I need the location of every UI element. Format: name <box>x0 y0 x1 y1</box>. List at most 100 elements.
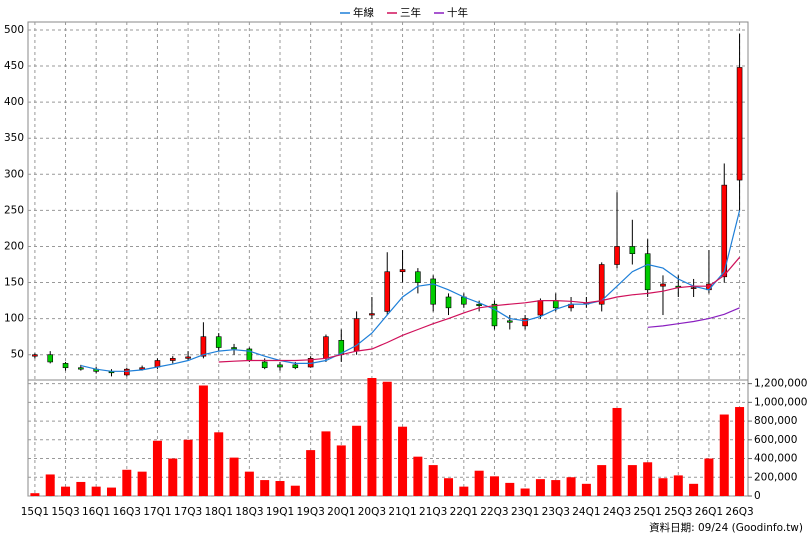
volume-bar <box>398 426 408 496</box>
candle-body <box>261 361 268 369</box>
x-tick-label: 20Q1 <box>327 506 355 518</box>
volume-bar <box>643 462 653 496</box>
y2-tick-label: 200,000 <box>754 471 797 483</box>
volume-bar <box>290 485 300 496</box>
x-tick-label: 24Q1 <box>572 506 600 518</box>
volume-bar <box>459 486 469 496</box>
volume-bar <box>260 480 270 496</box>
y-tick-label: 150 <box>4 277 24 289</box>
volume-bar <box>30 493 40 496</box>
volume-bar <box>689 483 699 496</box>
volume-bar <box>152 440 162 496</box>
candle-body <box>736 67 743 181</box>
volume-bar <box>612 407 622 496</box>
x-tick-label: 22Q1 <box>450 506 478 518</box>
candle-body <box>644 253 651 291</box>
volume-bar <box>735 407 745 496</box>
volume-bar <box>704 458 714 496</box>
ma-line <box>80 210 741 372</box>
candle-body <box>415 271 421 283</box>
x-tick-label: 24Q3 <box>603 506 631 518</box>
volume-bar <box>61 486 71 496</box>
candle-body <box>292 364 299 369</box>
volume-bar <box>673 475 683 496</box>
x-tick-label: 16Q1 <box>82 506 110 518</box>
y-tick-label: 100 <box>4 313 24 325</box>
candle-body <box>430 278 436 305</box>
x-tick-label: 20Q3 <box>358 506 386 518</box>
candle-body <box>277 364 283 368</box>
volume-bar <box>551 480 561 496</box>
volume-bar <box>122 469 132 496</box>
volume-bar <box>520 488 530 496</box>
legend-label: 十年 <box>447 6 468 19</box>
y2-tick-label: 600,000 <box>754 434 797 446</box>
y-tick-label: 350 <box>4 132 24 144</box>
y-tick-label: 250 <box>4 204 24 216</box>
volume-bar <box>352 425 362 496</box>
volume-bar <box>336 445 346 496</box>
volume-bar <box>535 479 545 496</box>
candle-body <box>32 354 38 357</box>
candle-body <box>369 313 375 316</box>
candle-body <box>185 356 191 359</box>
candle-body <box>78 367 84 370</box>
x-tick-label: 17Q3 <box>174 506 202 518</box>
x-tick-label: 22Q3 <box>480 506 508 518</box>
volume-bar <box>106 487 116 496</box>
ma-line <box>218 256 741 363</box>
legend-label: 年線 <box>353 6 374 19</box>
volume-bar <box>444 478 454 496</box>
volume-bar <box>489 476 499 496</box>
x-tick-label: 16Q3 <box>113 506 141 518</box>
candle-body <box>721 184 728 278</box>
candle-body <box>231 347 237 350</box>
volume-bar <box>45 474 55 496</box>
candle-body <box>476 303 482 306</box>
x-tick-label: 19Q1 <box>266 506 294 518</box>
x-tick-label: 21Q1 <box>388 506 416 518</box>
candle-body <box>200 336 207 357</box>
candle-body <box>537 300 544 316</box>
volume-bar <box>275 481 285 496</box>
candle-body <box>154 360 161 368</box>
volume-bar <box>428 465 438 496</box>
x-tick-label: 19Q3 <box>296 506 324 518</box>
x-tick-label: 18Q3 <box>235 506 263 518</box>
volume-bar <box>91 486 101 496</box>
x-tick-label: 15Q3 <box>51 506 79 518</box>
volume-bar <box>719 414 729 496</box>
volume-bar <box>367 378 377 496</box>
volume-bar <box>229 457 239 496</box>
x-tick-label: 21Q3 <box>419 506 447 518</box>
volume-bar <box>183 439 193 496</box>
candle-body <box>169 358 176 361</box>
volume-bar <box>306 450 316 496</box>
candle-body <box>139 367 145 370</box>
volume-bar <box>597 465 607 496</box>
volume-bar <box>137 471 147 496</box>
candle-body <box>215 336 222 348</box>
ma-line <box>647 307 740 328</box>
candle-body <box>522 318 528 327</box>
x-tick-label: 23Q1 <box>511 506 539 518</box>
y2-tick-label: 0 <box>754 490 761 502</box>
x-tick-label: 17Q1 <box>143 506 171 518</box>
y-tick-label: 450 <box>4 60 24 72</box>
volume-bar <box>658 478 668 496</box>
candle-body <box>47 354 54 363</box>
y-tick-label: 400 <box>4 96 24 108</box>
source-note: 資料日期: 09/24 (Goodinfo.tw) <box>649 521 803 534</box>
y2-tick-label: 1,200,000 <box>754 378 807 390</box>
candle-body <box>445 296 452 309</box>
candle-body <box>384 271 391 312</box>
volume-bar <box>505 482 515 496</box>
candle-body <box>598 264 605 305</box>
x-tick-label: 15Q1 <box>21 506 49 518</box>
legend-label: 三年 <box>400 6 421 19</box>
y-tick-label: 200 <box>4 240 24 252</box>
x-tick-label: 25Q3 <box>664 506 692 518</box>
y2-tick-label: 800,000 <box>754 415 797 427</box>
candle-body <box>614 246 620 265</box>
